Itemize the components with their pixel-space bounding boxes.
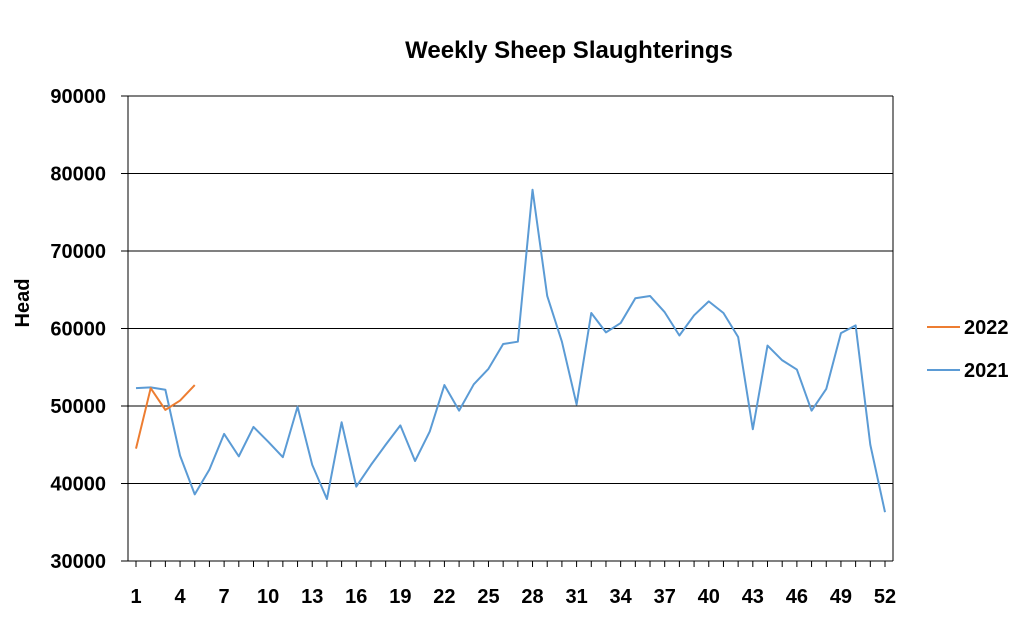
x-tick-label: 37 [654,586,676,608]
x-tick-label: 7 [219,586,230,608]
x-tick-label: 40 [698,586,720,608]
x-tick-label: 22 [433,586,455,608]
x-tick-label: 52 [874,586,896,608]
y-tick-label: 40000 [50,474,106,496]
y-tick-label: 50000 [50,396,106,418]
x-tick-label: 34 [610,586,633,608]
x-tick-label: 46 [786,586,808,608]
legend-label-2021: 2021 [964,360,1009,382]
series-line-2021 [135,188,886,513]
x-tick-label: 13 [301,586,323,608]
y-tick-label: 30000 [50,551,106,573]
x-tick-label: 49 [830,586,852,608]
y-tick-labels: 30000 40000 50000 60000 70000 80000 90000 [50,86,106,573]
axes [121,95,894,567]
data-series [135,188,886,513]
y-tick-label: 90000 [50,86,106,108]
x-tick-labels: 1 4 7 10 13 16 19 22 25 28 31 34 37 40 43 46 49 52 [130,586,896,608]
x-tick-label: 19 [389,586,411,608]
x-tick-label: 1 [130,586,141,608]
legend-label-2022: 2022 [964,317,1009,339]
x-tick-label: 28 [521,586,543,608]
x-tick-label: 31 [565,586,587,608]
x-tick-label: 25 [477,586,499,608]
grid-lines [128,95,893,484]
x-tick-label: 4 [174,586,186,608]
legend: 2022 2021 [927,317,1009,382]
y-axis-label: Head [12,279,34,328]
y-tick-label: 70000 [50,241,106,263]
x-tick-label: 43 [742,586,764,608]
series-line-2022 [135,384,196,449]
chart-title: Weekly Sheep Slaughterings [405,37,733,64]
y-tick-label: 60000 [50,319,106,341]
x-tick-label: 10 [257,586,279,608]
y-tick-label: 80000 [50,164,106,186]
x-tick-label: 16 [345,586,367,608]
